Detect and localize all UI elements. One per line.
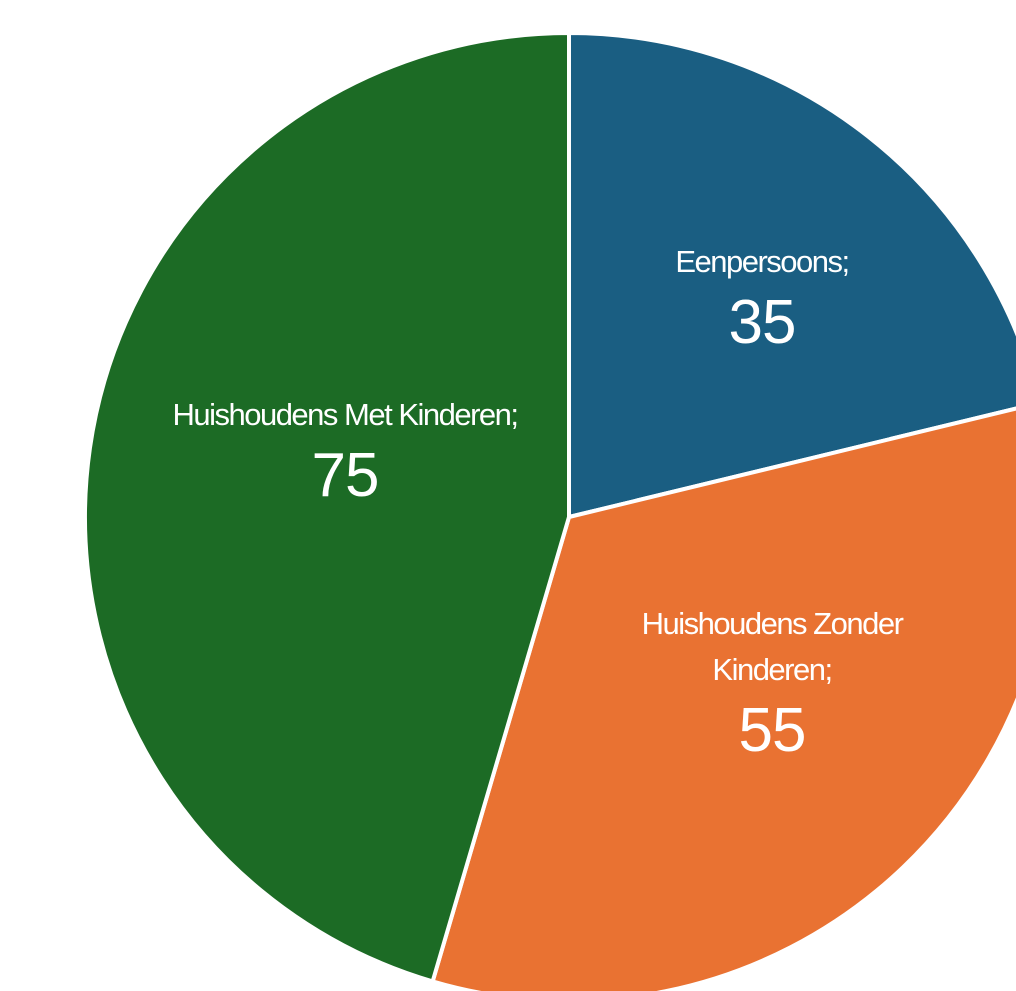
category-label: Eenpersoons; [675, 244, 850, 279]
category-label: Huishoudens Met Kinderen; [172, 396, 519, 432]
value-label: 75 [311, 440, 380, 510]
slice-label: Eenpersoons; 35 [612, 215, 912, 385]
pie-slice [430, 406, 1016, 991]
slice-label-box: Huishoudens Met Kinderen; 75 [155, 345, 535, 560]
slice-label-box: Eenpersoons; 35 [612, 215, 912, 385]
slice-label: Huishoudens Met Kinderen; 75 [155, 345, 535, 560]
slice-label: Huishoudens Zonder Kinderen; 55 [582, 580, 962, 790]
pie-slice [567, 31, 1016, 519]
value-label: 55 [738, 696, 807, 765]
category-label: Huishoudens Zonder Kinderen; [641, 606, 904, 687]
pie-slice [83, 31, 571, 984]
slice-label-box: Huishoudens Zonder Kinderen; 55 [582, 580, 962, 790]
value-label: 35 [728, 288, 797, 357]
